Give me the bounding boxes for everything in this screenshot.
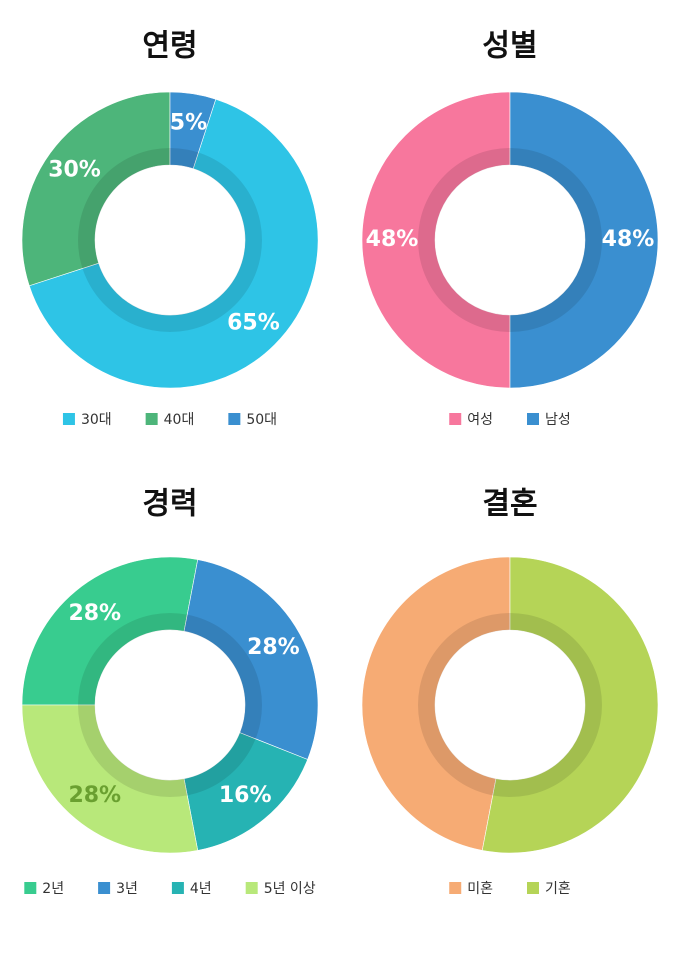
value-label: 30% xyxy=(48,158,101,183)
value-label: 48% xyxy=(366,227,419,252)
donut-slice xyxy=(183,559,319,760)
donut-slice xyxy=(21,556,199,706)
legend-swatch xyxy=(228,413,241,425)
donut-slice xyxy=(21,704,199,854)
inner-shadow-ring xyxy=(418,148,602,332)
legend-swatch xyxy=(527,882,539,894)
legend-swatch xyxy=(98,882,111,894)
chart-title: 연령 xyxy=(142,29,197,64)
donut-slice xyxy=(361,556,511,851)
legend-label: 미혼 xyxy=(467,881,493,897)
legend-label: 40대 xyxy=(164,412,195,428)
donut-slice xyxy=(28,98,319,389)
donut-slice xyxy=(21,91,171,287)
inner-shadow-ring xyxy=(418,613,602,797)
chart-title: 성별 xyxy=(482,29,537,64)
legend-swatch xyxy=(449,882,462,894)
legend-swatch xyxy=(145,413,158,425)
legend-swatch xyxy=(449,413,462,425)
legend-label: 2년 xyxy=(42,881,64,897)
donut-slice xyxy=(169,91,217,170)
legend-swatch xyxy=(24,882,37,894)
legend-label: 남성 xyxy=(545,412,571,428)
inner-shadow-ring xyxy=(78,613,262,797)
legend-swatch xyxy=(171,882,184,894)
legend-label: 30대 xyxy=(81,412,112,428)
chart-title: 경력 xyxy=(142,487,197,522)
donut-slice xyxy=(361,91,511,389)
legend-label: 5년 이상 xyxy=(264,881,316,897)
chart-title: 결혼 xyxy=(482,487,537,522)
value-label: 65% xyxy=(227,310,280,335)
value-label: 16% xyxy=(219,783,272,808)
legend-swatch xyxy=(527,413,539,425)
value-label: 28% xyxy=(68,783,121,808)
legend-label: 50대 xyxy=(246,412,277,428)
legend-swatch xyxy=(245,882,258,894)
legend-label: 여성 xyxy=(467,412,493,428)
value-label: 5% xyxy=(170,110,207,135)
legend-label: 기혼 xyxy=(545,881,571,897)
value-label: 28% xyxy=(247,635,300,660)
value-label: 28% xyxy=(68,601,121,626)
inner-shadow-ring xyxy=(78,148,262,332)
legend-label: 3년 xyxy=(116,881,138,897)
donut-slice xyxy=(481,556,659,854)
legend-label: 4년 xyxy=(190,881,212,897)
value-label: 48% xyxy=(602,227,655,252)
donut-slice xyxy=(509,91,659,389)
legend-swatch xyxy=(62,413,75,425)
